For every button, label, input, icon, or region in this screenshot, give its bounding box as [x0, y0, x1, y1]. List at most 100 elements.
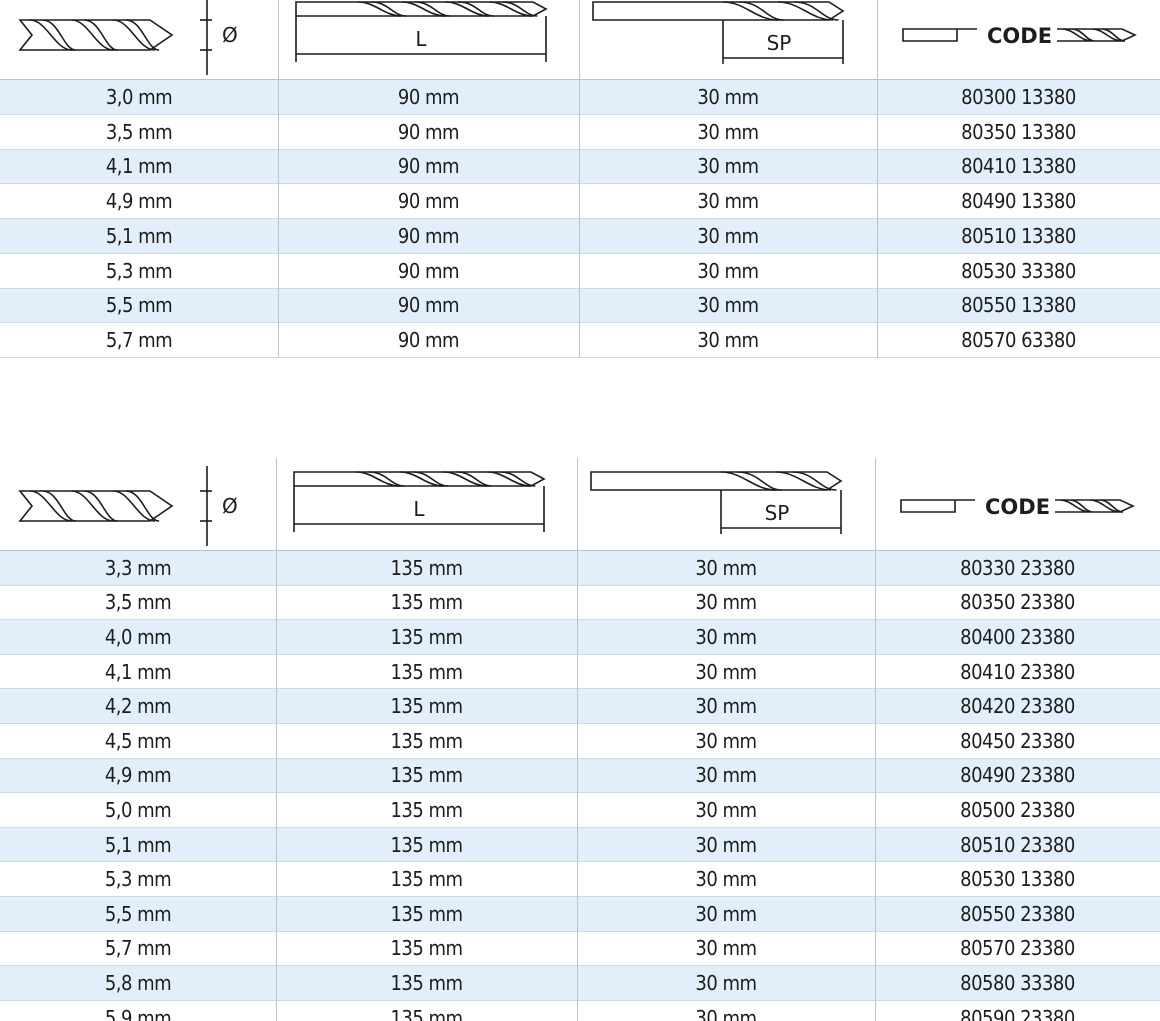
drill-flutes [722, 1, 839, 21]
table-cell: 30 mm [695, 901, 757, 926]
table-cell: 3,3 mm [104, 555, 172, 580]
table-cell: 30 mm [697, 84, 759, 109]
drill-outline [293, 471, 546, 487]
table-cell: 135 mm [390, 694, 463, 719]
table-row: 5,5 mm 90 mm 30 mm 80550 13380 [0, 288, 1160, 324]
table-cell: 80450 23380 [960, 728, 1075, 753]
drill-flutes [357, 1, 538, 17]
table-header: Ø L SP CODE [0, 0, 1160, 80]
diameter-icon: Ø [18, 0, 238, 75]
table-cell: 5,8 mm [104, 970, 172, 995]
table-cell: 30 mm [695, 694, 757, 719]
table-cell: 4,5 mm [104, 728, 172, 753]
table-cell: 80510 13380 [961, 223, 1076, 248]
table-cell: 4,0 mm [104, 624, 172, 649]
table-row: 5,5 mm 135 mm 30 mm 80550 23380 [0, 897, 1160, 932]
table-cell: 5,0 mm [104, 797, 172, 822]
column-divider [875, 458, 876, 1021]
table-row: 5,9 mm 135 mm 30 mm 80590 23380 [0, 1001, 1160, 1021]
spiral-icon: SP [590, 471, 843, 534]
table-cell: 80410 13380 [961, 154, 1076, 179]
table-row: 5,1 mm 135 mm 30 mm 80510 23380 [0, 827, 1160, 863]
table-cell: 80350 13380 [961, 119, 1076, 144]
table-cell: 80570 63380 [961, 328, 1076, 353]
table-cell: 90 mm [397, 119, 460, 144]
table-row: 3,0 mm 90 mm 30 mm 80300 13380 [0, 80, 1160, 115]
table-cell: 3,5 mm [105, 119, 173, 144]
table-cell: 80530 33380 [961, 258, 1076, 283]
drill-outline [590, 471, 843, 491]
table-cell: 30 mm [697, 328, 759, 353]
table-cell: 90 mm [397, 154, 460, 179]
table-cell: 30 mm [695, 867, 757, 892]
table-cell: 5,1 mm [104, 832, 172, 857]
table-cell: 30 mm [695, 936, 757, 961]
table-cell: 80400 23380 [960, 624, 1075, 649]
table-cell: 5,3 mm [105, 258, 173, 283]
column-divider [877, 0, 878, 358]
table-cell: 80490 23380 [960, 763, 1075, 788]
table-row: 5,7 mm 135 mm 30 mm 80570 23380 [0, 932, 1160, 967]
table-cell: 135 mm [390, 590, 463, 615]
drill-flutes [29, 490, 160, 522]
table-cell: 5,7 mm [104, 936, 172, 961]
table-cell: 30 mm [695, 590, 757, 615]
table-cell: 90 mm [397, 258, 460, 283]
table-cell: 80550 23380 [960, 901, 1075, 926]
table-cell: 30 mm [697, 154, 759, 179]
table-row: 4,0 mm 135 mm 30 mm 80400 23380 [0, 620, 1160, 655]
table-cell: 30 mm [697, 189, 759, 214]
table-row: 3,5 mm 135 mm 30 mm 80350 23380 [0, 586, 1160, 621]
diameter-icon: Ø [18, 466, 238, 546]
table-cell: 30 mm [695, 763, 757, 788]
drill-outline [18, 490, 174, 522]
table-cell: 90 mm [397, 293, 460, 318]
length-icon: L [293, 471, 546, 532]
table-cell: 5,7 mm [105, 328, 173, 353]
table-cell: 135 mm [390, 1005, 463, 1021]
code-icon: CODE [902, 24, 1137, 48]
table-row: 5,7 mm 90 mm 30 mm 80570 63380 [0, 323, 1160, 358]
table-cell: 135 mm [390, 901, 463, 926]
table-row: 3,3 mm 135 mm 30 mm 80330 23380 [0, 551, 1160, 586]
table-cell: 5,3 mm [104, 867, 172, 892]
table-row: 4,1 mm 135 mm 30 mm 80410 23380 [0, 655, 1160, 690]
table-row: 4,9 mm 90 mm 30 mm 80490 13380 [0, 184, 1160, 219]
table-cell: 4,1 mm [104, 659, 172, 684]
table-cell: 80590 23380 [960, 1005, 1075, 1021]
drill-shank [902, 28, 977, 42]
table-cell: 30 mm [695, 970, 757, 995]
table-cell: 4,9 mm [104, 763, 172, 788]
table-cell: 135 mm [390, 832, 463, 857]
table-row: 5,0 mm 135 mm 30 mm 80500 23380 [0, 793, 1160, 828]
table-row: 5,3 mm 90 mm 30 mm 80530 33380 [0, 254, 1160, 289]
table-cell: 135 mm [390, 867, 463, 892]
table-cell: 4,2 mm [104, 694, 172, 719]
code-label: CODE [985, 495, 1050, 519]
length-icon: L [295, 1, 548, 62]
diameter-symbol: Ø [222, 494, 238, 518]
table-cell: 135 mm [390, 659, 463, 684]
table-cell: 30 mm [695, 624, 757, 649]
length-label: L [415, 27, 427, 51]
table-cell: 80570 23380 [960, 936, 1075, 961]
table-cell: 4,1 mm [105, 154, 173, 179]
table-cell: 135 mm [390, 763, 463, 788]
table-cell: 5,5 mm [104, 901, 172, 926]
table-cell: 80550 13380 [961, 293, 1076, 318]
table-cell: 30 mm [695, 1005, 757, 1021]
table-cell: 80490 13380 [961, 189, 1076, 214]
drill-outline [592, 1, 845, 21]
table-cell: 135 mm [390, 797, 463, 822]
column-divider [278, 0, 279, 358]
table-cell: 80500 23380 [960, 797, 1075, 822]
table-cell: 135 mm [390, 936, 463, 961]
table-cell: 3,5 mm [104, 590, 172, 615]
code-icon: CODE [900, 495, 1135, 519]
table-cell: 90 mm [397, 189, 460, 214]
table-cell: 80300 13380 [961, 84, 1076, 109]
drill-outline [295, 1, 548, 17]
drill-flutes [720, 471, 837, 491]
table-cell: 5,5 mm [105, 293, 173, 318]
